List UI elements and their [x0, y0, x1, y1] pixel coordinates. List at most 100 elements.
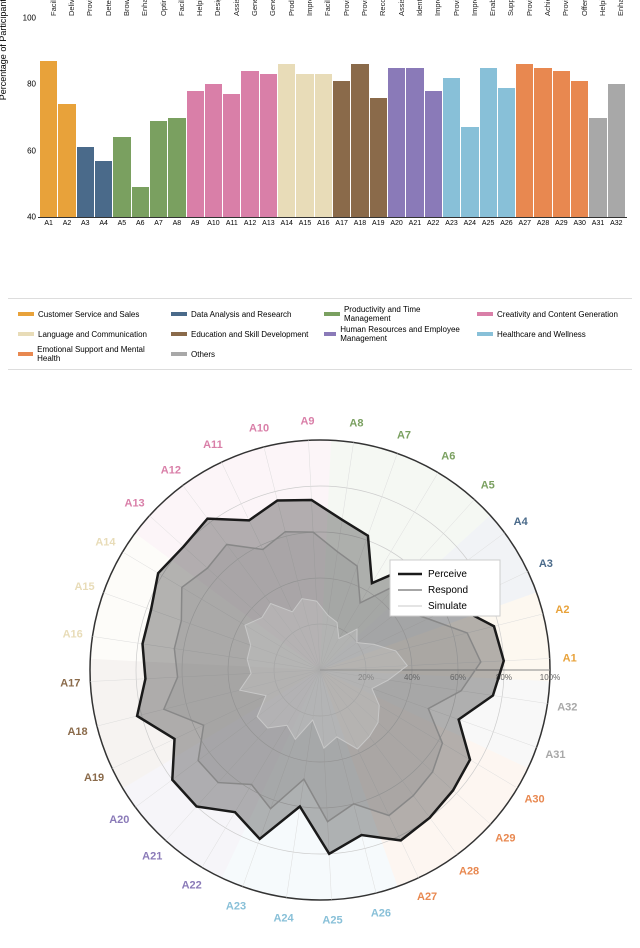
- xlabel-A10: Designing and generating marketing campa…: [205, 218, 222, 227]
- xlabel-A28: Achieving optimal personal health and we…: [534, 218, 551, 227]
- radar-label-A32: A32: [557, 701, 577, 713]
- bar-A15: [296, 74, 313, 217]
- radar-label-A25: A25: [322, 915, 342, 927]
- xlabel-A21: Identifying patterns in employee feedbac…: [406, 218, 423, 227]
- radar-label-A11: A11: [203, 439, 223, 451]
- bar-A5: [113, 137, 130, 217]
- xlabel-A13: Generating creative content for various …: [260, 218, 277, 227]
- y-tick: 40: [18, 213, 36, 222]
- bar-A10: [205, 84, 222, 217]
- xlabel-A32: Enhancing social robotics capabilities a…: [608, 218, 625, 227]
- xlabel-A25: Enabling successful mental health manage…: [480, 218, 497, 227]
- radar-label-A13: A13: [125, 497, 145, 509]
- bar-A3: [77, 147, 94, 217]
- xlabel-A17: Providing successful learning and skill …: [333, 218, 350, 227]
- radar-label-A23: A23: [226, 900, 246, 912]
- xlabel-A15: Improving writing quality and clarityA15: [296, 218, 313, 227]
- xlabel-A23: Providing efficient and effective health…: [443, 218, 460, 227]
- radar-label-A3: A3: [539, 558, 553, 570]
- xlabel-A18: Providing effective coaching and mentors…: [351, 218, 368, 227]
- svg-text:Respond: Respond: [428, 585, 468, 596]
- xlabel-A22: Improving with the writing of performanc…: [425, 218, 442, 227]
- bar-A11: [223, 94, 240, 217]
- xlabel-A26: Supporting computer ergonomics and healt…: [498, 218, 515, 227]
- bar-A31: [589, 118, 606, 218]
- radar-label-A14: A14: [95, 537, 116, 549]
- xlabel-A19: Recommending personalized and effective …: [370, 218, 387, 227]
- svg-text:Perceive: Perceive: [428, 569, 467, 580]
- bar-A7: [150, 121, 167, 217]
- radar-label-A8: A8: [349, 418, 363, 430]
- bar-A8: [168, 118, 185, 218]
- xlabel-A16: Facilitating language translation and le…: [315, 218, 332, 227]
- xlabel-A31: Helping complete a computer gameA31: [589, 218, 606, 227]
- radar-label-A19: A19: [84, 772, 104, 784]
- radar-label-A4: A4: [514, 516, 529, 528]
- xlabel-A1: Facilitating customer service interactio…: [40, 218, 57, 227]
- bar-A14: [278, 64, 295, 217]
- bar-A22: [425, 91, 442, 217]
- xlabel-A7: Optimizing time management and schedulin…: [150, 218, 167, 227]
- bar-A30: [571, 81, 588, 217]
- radar-label-A31: A31: [545, 749, 565, 761]
- y-tick: 60: [18, 146, 36, 155]
- legend-item: Data Analysis and Research: [171, 305, 316, 323]
- radar-label-A22: A22: [182, 880, 202, 892]
- radar-label-A1: A1: [563, 653, 577, 665]
- bar-chart: Percentage of Participants 406080100 Fac…: [8, 8, 632, 288]
- radar-label-A21: A21: [142, 850, 162, 862]
- xlabel-A14: Producing personalized e-mail messages a…: [278, 218, 295, 227]
- radar-label-A28: A28: [459, 866, 479, 878]
- bar-A4: [95, 161, 112, 217]
- legend-item: Customer Service and Sales: [18, 305, 163, 323]
- xlabel-A29: Providing critical crisis intervention a…: [553, 218, 570, 227]
- y-axis-label: Percentage of Participants: [0, 0, 8, 100]
- legend-item: Creativity and Content Generation: [477, 305, 622, 323]
- bar-A6: [132, 187, 149, 217]
- xlabel-A12: Generating personalized stories and narr…: [241, 218, 258, 227]
- radar-label-A9: A9: [300, 415, 314, 427]
- radar-label-A15: A15: [74, 581, 94, 593]
- legend-item: Human Resources and Employee Management: [324, 325, 469, 343]
- legend-item: Others: [171, 345, 316, 363]
- legend-item: Language and Communication: [18, 325, 163, 343]
- radar-chart-panel: 20%40%60%80%100%A1A2A3A4A5A6A7A8A9A10A11…: [8, 380, 632, 940]
- bar-A2: [58, 104, 75, 217]
- bars-container: [38, 18, 627, 217]
- radar-label-A27: A27: [417, 891, 437, 903]
- xlabel-A4: Detecting and analyzing patterns in data…: [95, 218, 112, 227]
- bar-A19: [370, 98, 387, 217]
- xlabel-A2: Delivering personalized product recommen…: [58, 218, 75, 227]
- bar-A12: [241, 71, 258, 217]
- xlabel-A11: Assisting with the creation of presentat…: [223, 218, 240, 227]
- svg-text:Simulate: Simulate: [428, 601, 467, 612]
- bar-A29: [553, 71, 570, 217]
- xlabel-A8: Facilitating successful project manageme…: [168, 218, 185, 227]
- xlabel-A24: Improving medical diagnosis accuracy and…: [461, 218, 478, 227]
- xlabel-A30: Offering effective companionship and emo…: [571, 218, 588, 227]
- radar-label-A24: A24: [273, 912, 294, 924]
- bar-A24: [461, 127, 478, 217]
- bar-A23: [443, 78, 460, 217]
- xlabel-A9: Helping brainstorm project ideasA9: [187, 218, 204, 227]
- radar-label-A18: A18: [67, 726, 87, 738]
- bar-plot-area: 406080100: [38, 18, 627, 218]
- radar-label-A5: A5: [481, 480, 495, 492]
- legend-item: Education and Skill Development: [171, 325, 316, 343]
- bar-chart-panel: Percentage of Participants 406080100 Fac…: [8, 8, 632, 370]
- bar-A9: [187, 91, 204, 217]
- radar-label-A29: A29: [495, 833, 515, 845]
- xlabel-A5: Browsing and retrieving contentA5: [113, 218, 130, 227]
- bar-A32: [608, 84, 625, 217]
- xlabel-A20: Assisting with employee onboardingA20: [388, 218, 405, 227]
- legend-item: Emotional Support and Mental Health: [18, 345, 163, 363]
- svg-text:100%: 100%: [540, 673, 560, 682]
- bar-A1: [40, 61, 57, 217]
- x-labels: Facilitating customer service interactio…: [38, 218, 627, 227]
- radar-label-A17: A17: [60, 677, 80, 689]
- xlabel-A27: Providing empathetic emotional support a…: [516, 218, 533, 227]
- radar-label-A20: A20: [109, 814, 129, 826]
- radar-chart: 20%40%60%80%100%A1A2A3A4A5A6A7A8A9A10A11…: [8, 380, 632, 940]
- legend-item: Productivity and Time Management: [324, 305, 469, 323]
- radar-label-A26: A26: [371, 907, 391, 919]
